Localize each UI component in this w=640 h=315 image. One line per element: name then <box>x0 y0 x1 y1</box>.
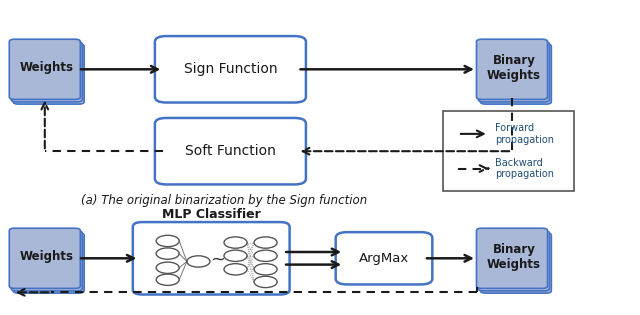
FancyBboxPatch shape <box>481 233 552 293</box>
Text: Forward
propagation: Forward propagation <box>495 123 554 145</box>
Text: ArgMax: ArgMax <box>359 252 409 265</box>
FancyBboxPatch shape <box>481 44 552 104</box>
FancyBboxPatch shape <box>155 118 306 185</box>
FancyBboxPatch shape <box>479 231 550 291</box>
FancyBboxPatch shape <box>10 228 81 289</box>
FancyBboxPatch shape <box>13 44 84 104</box>
FancyBboxPatch shape <box>12 231 83 291</box>
Text: Backward
propagation: Backward propagation <box>495 158 554 179</box>
Text: (a) The original binarization by the Sign function: (a) The original binarization by the Sig… <box>81 193 367 207</box>
FancyBboxPatch shape <box>479 42 550 102</box>
Text: Sign Function: Sign Function <box>184 62 277 76</box>
Text: ~: ~ <box>210 251 225 269</box>
FancyBboxPatch shape <box>12 42 83 102</box>
FancyBboxPatch shape <box>335 232 433 284</box>
Text: Weights: Weights <box>20 61 74 74</box>
FancyBboxPatch shape <box>476 228 548 289</box>
FancyBboxPatch shape <box>10 39 81 100</box>
Text: MLP Classifier: MLP Classifier <box>162 208 260 221</box>
FancyBboxPatch shape <box>155 36 306 103</box>
FancyBboxPatch shape <box>443 111 575 191</box>
Text: Soft Function: Soft Function <box>185 144 276 158</box>
FancyBboxPatch shape <box>13 233 84 293</box>
Text: Binary
Weights: Binary Weights <box>487 54 541 82</box>
Text: Weights: Weights <box>20 250 74 263</box>
FancyBboxPatch shape <box>133 222 290 295</box>
Text: Binary
Weights: Binary Weights <box>487 243 541 271</box>
FancyBboxPatch shape <box>476 39 548 100</box>
